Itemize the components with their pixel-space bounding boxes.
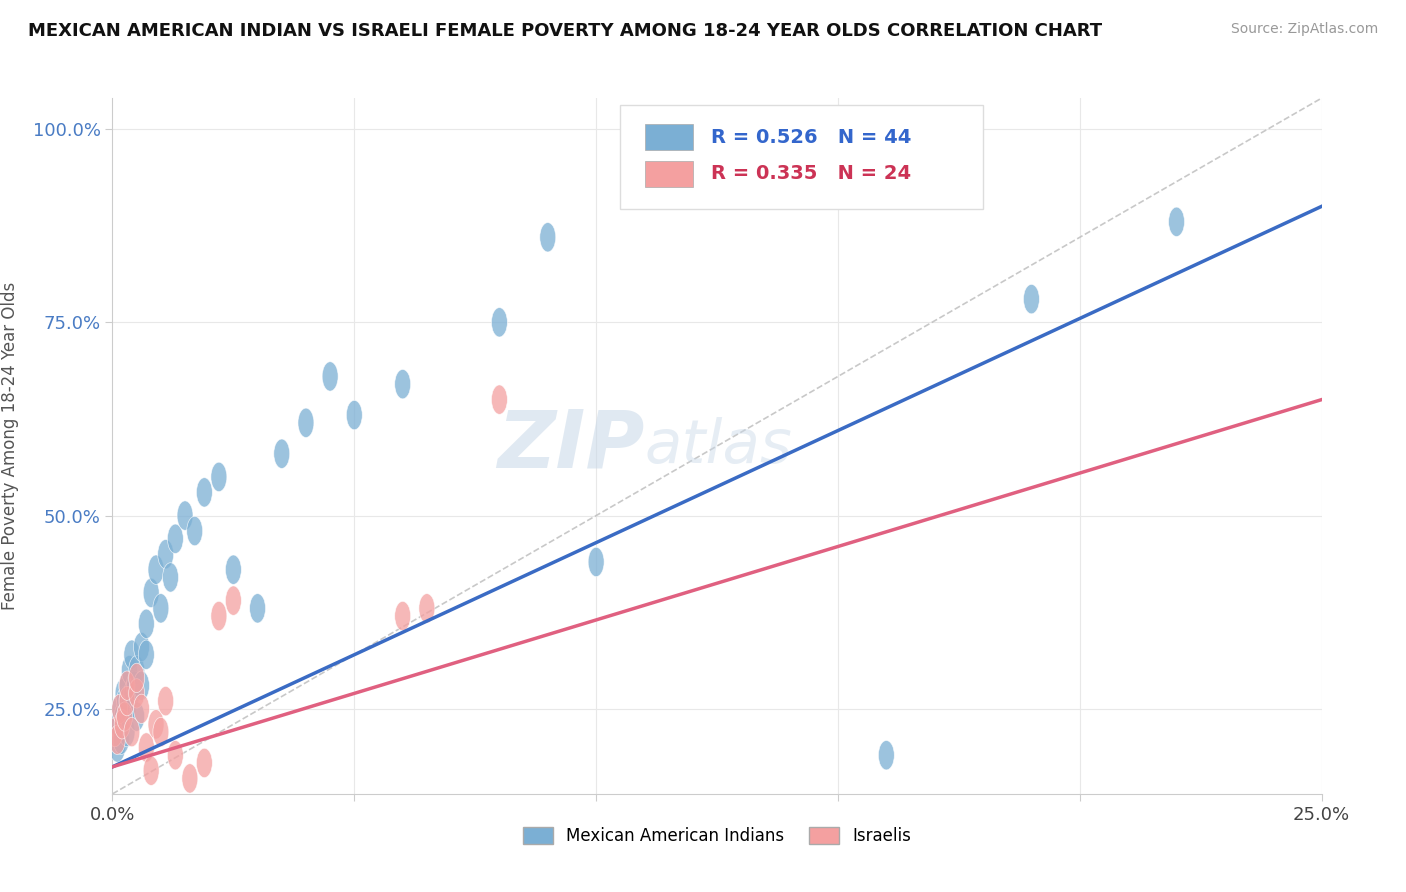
Ellipse shape bbox=[111, 694, 128, 723]
Ellipse shape bbox=[127, 671, 142, 700]
Ellipse shape bbox=[121, 656, 138, 685]
Ellipse shape bbox=[129, 702, 145, 731]
Ellipse shape bbox=[588, 548, 605, 576]
Ellipse shape bbox=[157, 687, 174, 715]
Ellipse shape bbox=[298, 409, 314, 437]
Ellipse shape bbox=[274, 439, 290, 468]
Text: MEXICAN AMERICAN INDIAN VS ISRAELI FEMALE POVERTY AMONG 18-24 YEAR OLDS CORRELAT: MEXICAN AMERICAN INDIAN VS ISRAELI FEMAL… bbox=[28, 22, 1102, 40]
Ellipse shape bbox=[163, 563, 179, 592]
Legend: Mexican American Indians, Israelis: Mexican American Indians, Israelis bbox=[516, 820, 918, 852]
Ellipse shape bbox=[879, 740, 894, 770]
Ellipse shape bbox=[395, 601, 411, 631]
Ellipse shape bbox=[114, 702, 131, 731]
Ellipse shape bbox=[129, 656, 145, 685]
Ellipse shape bbox=[134, 671, 149, 700]
Ellipse shape bbox=[124, 717, 139, 747]
Ellipse shape bbox=[107, 717, 122, 747]
Ellipse shape bbox=[197, 478, 212, 507]
Ellipse shape bbox=[1168, 207, 1184, 236]
Ellipse shape bbox=[492, 308, 508, 337]
Ellipse shape bbox=[148, 710, 165, 739]
Ellipse shape bbox=[117, 687, 132, 715]
Text: Source: ZipAtlas.com: Source: ZipAtlas.com bbox=[1230, 22, 1378, 37]
Ellipse shape bbox=[111, 694, 128, 723]
Ellipse shape bbox=[138, 609, 155, 639]
Ellipse shape bbox=[120, 694, 136, 723]
Ellipse shape bbox=[177, 501, 193, 530]
Ellipse shape bbox=[120, 671, 135, 700]
Ellipse shape bbox=[1024, 285, 1039, 314]
Ellipse shape bbox=[395, 369, 411, 399]
Ellipse shape bbox=[225, 555, 242, 584]
FancyBboxPatch shape bbox=[620, 105, 983, 210]
Ellipse shape bbox=[124, 640, 139, 669]
Ellipse shape bbox=[110, 733, 125, 762]
Ellipse shape bbox=[211, 462, 226, 491]
Ellipse shape bbox=[108, 717, 124, 747]
Ellipse shape bbox=[143, 756, 159, 785]
Text: R = 0.335   N = 24: R = 0.335 N = 24 bbox=[711, 164, 911, 184]
Ellipse shape bbox=[250, 594, 266, 623]
Ellipse shape bbox=[346, 401, 363, 430]
Ellipse shape bbox=[117, 702, 132, 731]
Ellipse shape bbox=[129, 679, 145, 708]
FancyBboxPatch shape bbox=[644, 161, 693, 187]
Y-axis label: Female Poverty Among 18-24 Year Olds: Female Poverty Among 18-24 Year Olds bbox=[1, 282, 18, 610]
Ellipse shape bbox=[120, 671, 135, 700]
Ellipse shape bbox=[153, 717, 169, 747]
Ellipse shape bbox=[134, 694, 149, 723]
Ellipse shape bbox=[129, 664, 145, 692]
Ellipse shape bbox=[322, 362, 337, 391]
Text: R = 0.526   N = 44: R = 0.526 N = 44 bbox=[711, 128, 911, 146]
Ellipse shape bbox=[153, 594, 169, 623]
Ellipse shape bbox=[148, 555, 165, 584]
Ellipse shape bbox=[114, 725, 129, 755]
Ellipse shape bbox=[120, 717, 135, 747]
Ellipse shape bbox=[167, 524, 183, 553]
Ellipse shape bbox=[115, 679, 131, 708]
Ellipse shape bbox=[225, 586, 242, 615]
Ellipse shape bbox=[110, 710, 127, 739]
Ellipse shape bbox=[138, 640, 155, 669]
Ellipse shape bbox=[211, 601, 226, 631]
Ellipse shape bbox=[124, 679, 139, 708]
Ellipse shape bbox=[134, 632, 149, 662]
Ellipse shape bbox=[540, 223, 555, 252]
Ellipse shape bbox=[143, 578, 159, 607]
FancyBboxPatch shape bbox=[644, 124, 693, 150]
Text: ZIP: ZIP bbox=[498, 407, 644, 485]
Ellipse shape bbox=[157, 540, 174, 569]
Text: atlas: atlas bbox=[644, 417, 793, 475]
Ellipse shape bbox=[419, 594, 434, 623]
Ellipse shape bbox=[167, 740, 183, 770]
Ellipse shape bbox=[110, 725, 125, 755]
Ellipse shape bbox=[197, 748, 212, 778]
Ellipse shape bbox=[492, 385, 508, 414]
Ellipse shape bbox=[114, 710, 131, 739]
Ellipse shape bbox=[181, 764, 198, 793]
Ellipse shape bbox=[120, 687, 135, 715]
Ellipse shape bbox=[138, 733, 155, 762]
Ellipse shape bbox=[187, 516, 202, 546]
